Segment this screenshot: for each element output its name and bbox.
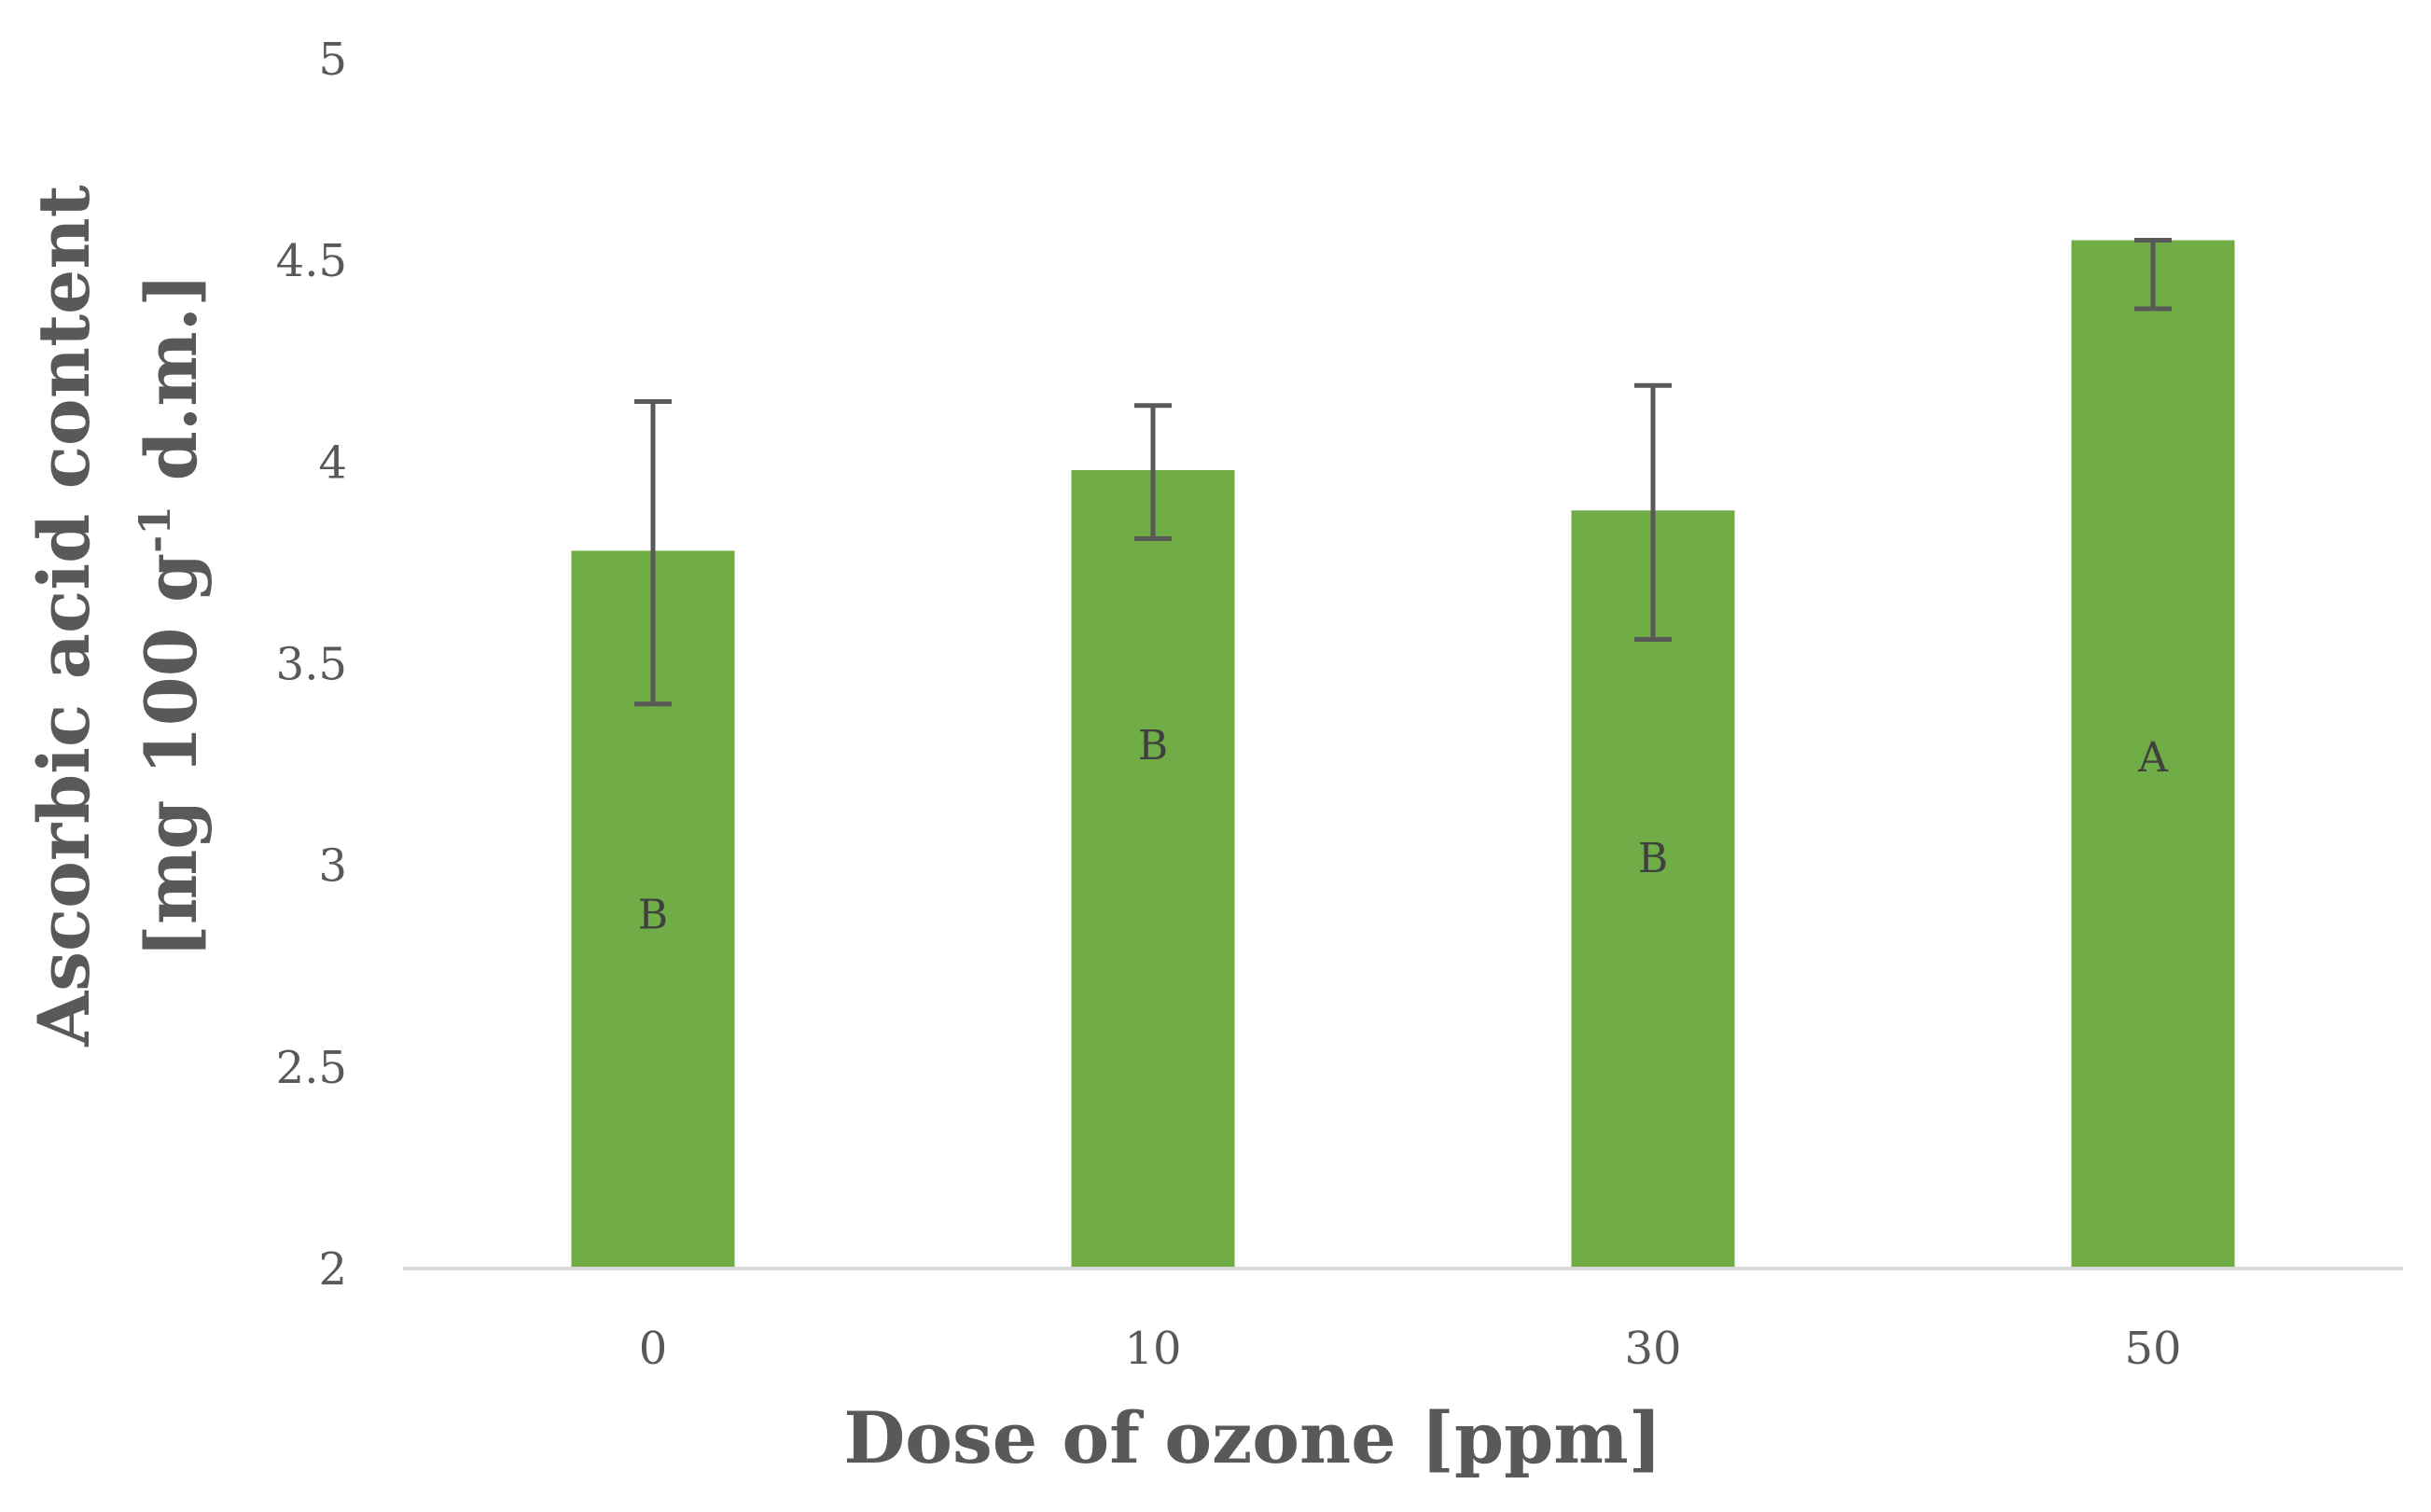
y-axis-title: Ascorbic acid content [mg 100 g-1 d.m.] <box>22 185 213 1047</box>
y-tick-label-2: 3 <box>318 840 347 893</box>
x-tick-label-50: 50 <box>2124 1323 2181 1375</box>
x-tick-label-30: 30 <box>1624 1323 1681 1375</box>
group-letters: B B B A <box>638 722 2169 939</box>
y-tick-label-3: 3.5 <box>276 639 347 691</box>
y-axis-title-line2-post: d.m.] <box>130 273 213 506</box>
error-bars <box>634 238 2172 707</box>
group-letter-0: B <box>638 892 668 939</box>
group-letter-50: A <box>2137 734 2169 782</box>
y-axis-ticks: 2 2.5 3 3.5 4 4.5 5 <box>276 34 347 1296</box>
y-axis-title-line2: [mg 100 g-1 d.m.] <box>130 273 213 958</box>
error-bar-50 <box>2134 238 2172 312</box>
y-axis-title-line2-pre: [mg 100 g <box>130 553 213 958</box>
bars <box>571 240 2235 1269</box>
group-letter-30: B <box>1638 835 1668 882</box>
y-tick-label-4: 4 <box>318 437 347 489</box>
error-bar-30 <box>1634 382 1672 643</box>
x-axis-ticks: 0 10 30 50 <box>639 1323 2182 1375</box>
x-axis-title: Dose of ozone [ppm] <box>843 1396 1661 1479</box>
y-axis-title-superscript: -1 <box>130 506 180 553</box>
y-tick-label-6: 5 <box>318 34 347 86</box>
y-tick-label-5: 4.5 <box>276 235 347 287</box>
x-tick-label-10: 10 <box>1124 1323 1181 1375</box>
x-tick-label-0: 0 <box>639 1323 668 1375</box>
y-axis-title-line1: Ascorbic acid content <box>22 185 105 1047</box>
group-letter-10: B <box>1138 722 1168 770</box>
y-tick-label-1: 2.5 <box>276 1042 347 1094</box>
bar-10 <box>1071 469 1235 1269</box>
bar-50 <box>2071 240 2235 1269</box>
error-bar-10 <box>1134 403 1172 541</box>
error-bar-0 <box>634 398 672 707</box>
y-tick-label-0: 2 <box>318 1243 347 1296</box>
